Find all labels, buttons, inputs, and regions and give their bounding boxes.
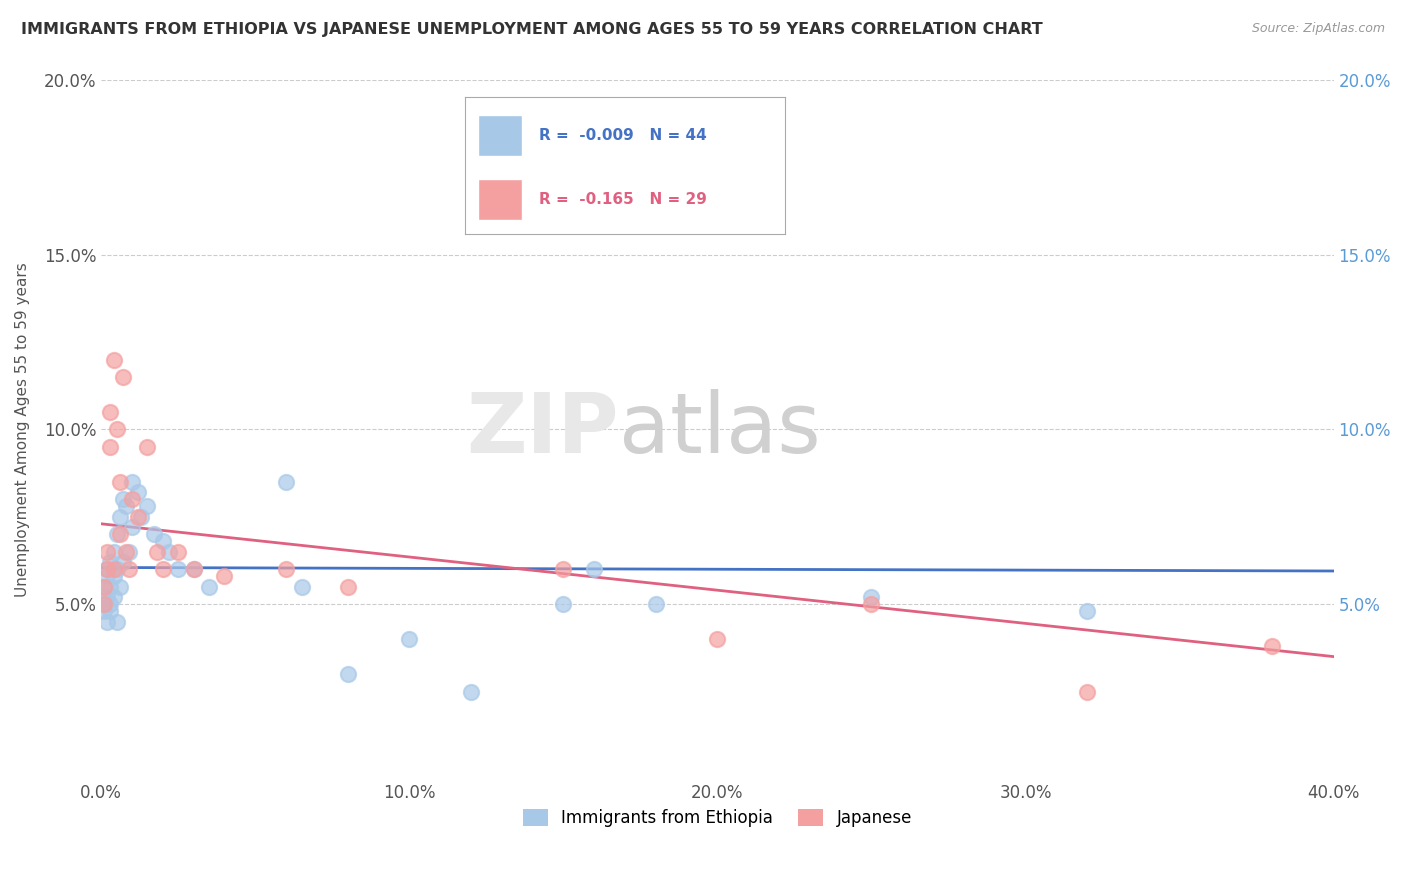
Point [183,562,205,576]
Point [93,604,115,618]
Point [100,597,122,611]
Point [157,545,180,559]
Point [105,422,128,436]
Point [142,527,165,541]
Point [105,615,128,629]
Point [583,562,606,576]
Point [460,684,482,698]
Point [93,580,115,594]
Point [100,405,122,419]
Point [108,580,131,594]
Point [167,545,190,559]
Point [96,562,118,576]
Point [152,534,174,549]
Point [100,440,122,454]
Point [118,562,141,576]
Point [167,562,190,576]
Point [111,370,134,384]
Point [214,569,236,583]
Point [274,475,297,489]
Point [96,569,118,583]
Point [1076,684,1098,698]
Point [152,562,174,576]
Point [96,590,118,604]
Point [145,545,167,559]
Text: IMMIGRANTS FROM ETHIOPIA VS JAPANESE UNEMPLOYMENT AMONG AGES 55 TO 59 YEARS CORR: IMMIGRANTS FROM ETHIOPIA VS JAPANESE UNE… [21,22,1043,37]
Point [115,500,138,514]
Text: atlas: atlas [619,389,821,470]
Point [93,580,115,594]
Point [111,555,134,569]
Point [398,632,420,647]
Legend: Immigrants from Ethiopia, Japanese: Immigrants from Ethiopia, Japanese [516,802,918,833]
Point [127,509,149,524]
Point [336,667,359,681]
Point [100,580,122,594]
Point [93,597,115,611]
Point [103,590,125,604]
Text: Source: ZipAtlas.com: Source: ZipAtlas.com [1251,22,1385,36]
Point [100,555,122,569]
Y-axis label: Unemployment Among Ages 55 to 59 years: Unemployment Among Ages 55 to 59 years [15,262,30,597]
Point [111,492,134,507]
Point [1076,604,1098,618]
Point [644,597,666,611]
Point [336,580,359,594]
Point [136,500,159,514]
Point [183,562,205,576]
Point [706,632,728,647]
Point [103,545,125,559]
Point [1261,639,1284,653]
Point [105,527,128,541]
Point [115,545,138,559]
Point [121,520,143,534]
Point [108,475,131,489]
Point [100,604,122,618]
Point [93,597,115,611]
Point [127,485,149,500]
Point [860,597,883,611]
Point [105,562,128,576]
Point [96,615,118,629]
Point [290,580,312,594]
Point [118,545,141,559]
Point [103,569,125,583]
Point [121,475,143,489]
Point [129,509,152,524]
Point [96,562,118,576]
Point [121,492,143,507]
Point [103,352,125,367]
Point [96,545,118,559]
Point [108,509,131,524]
Point [103,562,125,576]
Point [136,440,159,454]
Point [860,590,883,604]
Point [553,562,575,576]
Point [108,527,131,541]
Point [198,580,221,594]
Text: ZIP: ZIP [467,389,619,470]
Point [553,597,575,611]
Point [274,562,297,576]
